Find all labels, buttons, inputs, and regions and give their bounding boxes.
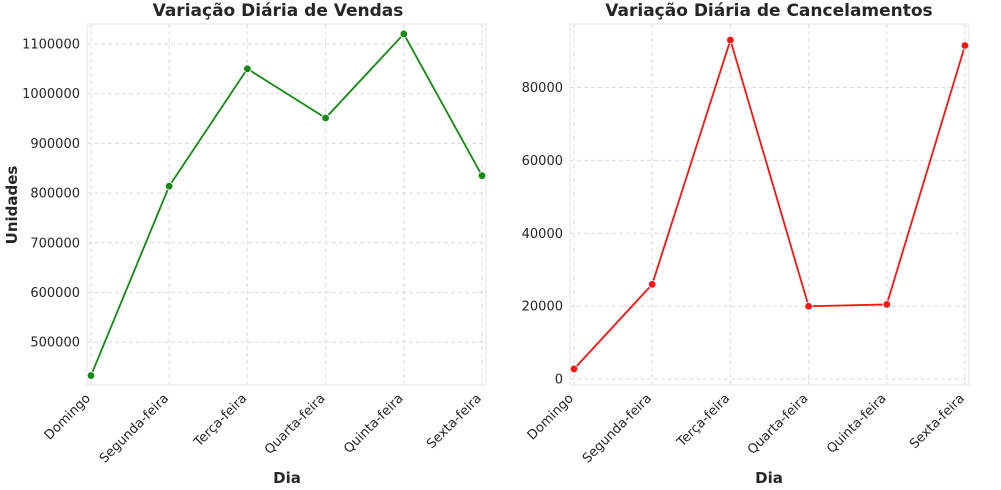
x-tick-label: Quinta-feira bbox=[824, 391, 889, 456]
data-point bbox=[86, 371, 96, 380]
chart-title: Variação Diária de Vendas bbox=[153, 1, 404, 21]
x-tick-label: Quinta-feira bbox=[341, 391, 406, 456]
y-tick-label: 60000 bbox=[522, 154, 563, 169]
data-point bbox=[477, 171, 487, 180]
x-tick-label: Domingo bbox=[42, 391, 94, 443]
data-point bbox=[164, 181, 174, 191]
data-point bbox=[569, 364, 579, 374]
x-axis-label: Dia bbox=[273, 469, 301, 487]
data-point bbox=[321, 113, 330, 123]
series-line bbox=[573, 39, 966, 370]
cancellations-chart: Variação Diária de Cancelamentos Dia 0 20… bbox=[522, 1, 970, 487]
data-point bbox=[648, 280, 657, 289]
sales-chart: Variação Diária de Vendas Dia Unidades 5… bbox=[3, 1, 487, 487]
x-tick-label: Segunda-feira bbox=[97, 391, 172, 466]
grid-lines bbox=[87, 24, 486, 385]
data-point bbox=[243, 64, 252, 73]
data-point bbox=[882, 300, 891, 309]
y-tick-label: 0 bbox=[555, 373, 563, 388]
x-tick-label: Segunda-feira bbox=[580, 391, 655, 466]
x-tick-label: Quarta-feira bbox=[745, 391, 812, 458]
y-axis-label: Unidades bbox=[3, 166, 21, 245]
y-tick-label: 1000000 bbox=[22, 87, 80, 102]
x-tick-label: Terça-feira bbox=[191, 391, 250, 450]
x-tick-label: Domingo bbox=[525, 391, 577, 443]
y-tick-label: 20000 bbox=[522, 300, 563, 315]
x-tick-label: Quarta-feira bbox=[262, 391, 329, 458]
data-point bbox=[726, 35, 735, 45]
x-axis-label: Dia bbox=[755, 469, 783, 487]
data-point bbox=[960, 41, 970, 50]
y-tick-label: 500000 bbox=[30, 336, 80, 351]
plot-frame bbox=[86, 23, 487, 386]
grid-lines bbox=[570, 24, 969, 385]
chart-title: Variação Diária de Cancelamentos bbox=[605, 1, 932, 21]
x-tick-label: Terça-feira bbox=[674, 391, 733, 450]
plot-frame bbox=[569, 23, 970, 386]
y-tick-label: 900000 bbox=[30, 137, 80, 152]
series-line bbox=[90, 33, 483, 376]
y-tick-label: 700000 bbox=[30, 236, 80, 251]
y-tick-label: 800000 bbox=[30, 187, 80, 202]
y-tick-label: 600000 bbox=[30, 286, 80, 301]
data-point bbox=[399, 29, 408, 39]
x-tick-label: Sexta-feira bbox=[907, 391, 968, 452]
x-tick-label: Sexta-feira bbox=[424, 391, 485, 452]
y-tick-label: 80000 bbox=[522, 81, 563, 96]
data-point bbox=[804, 302, 813, 311]
y-tick-label: 1100000 bbox=[22, 37, 80, 52]
y-tick-label: 40000 bbox=[522, 227, 563, 242]
